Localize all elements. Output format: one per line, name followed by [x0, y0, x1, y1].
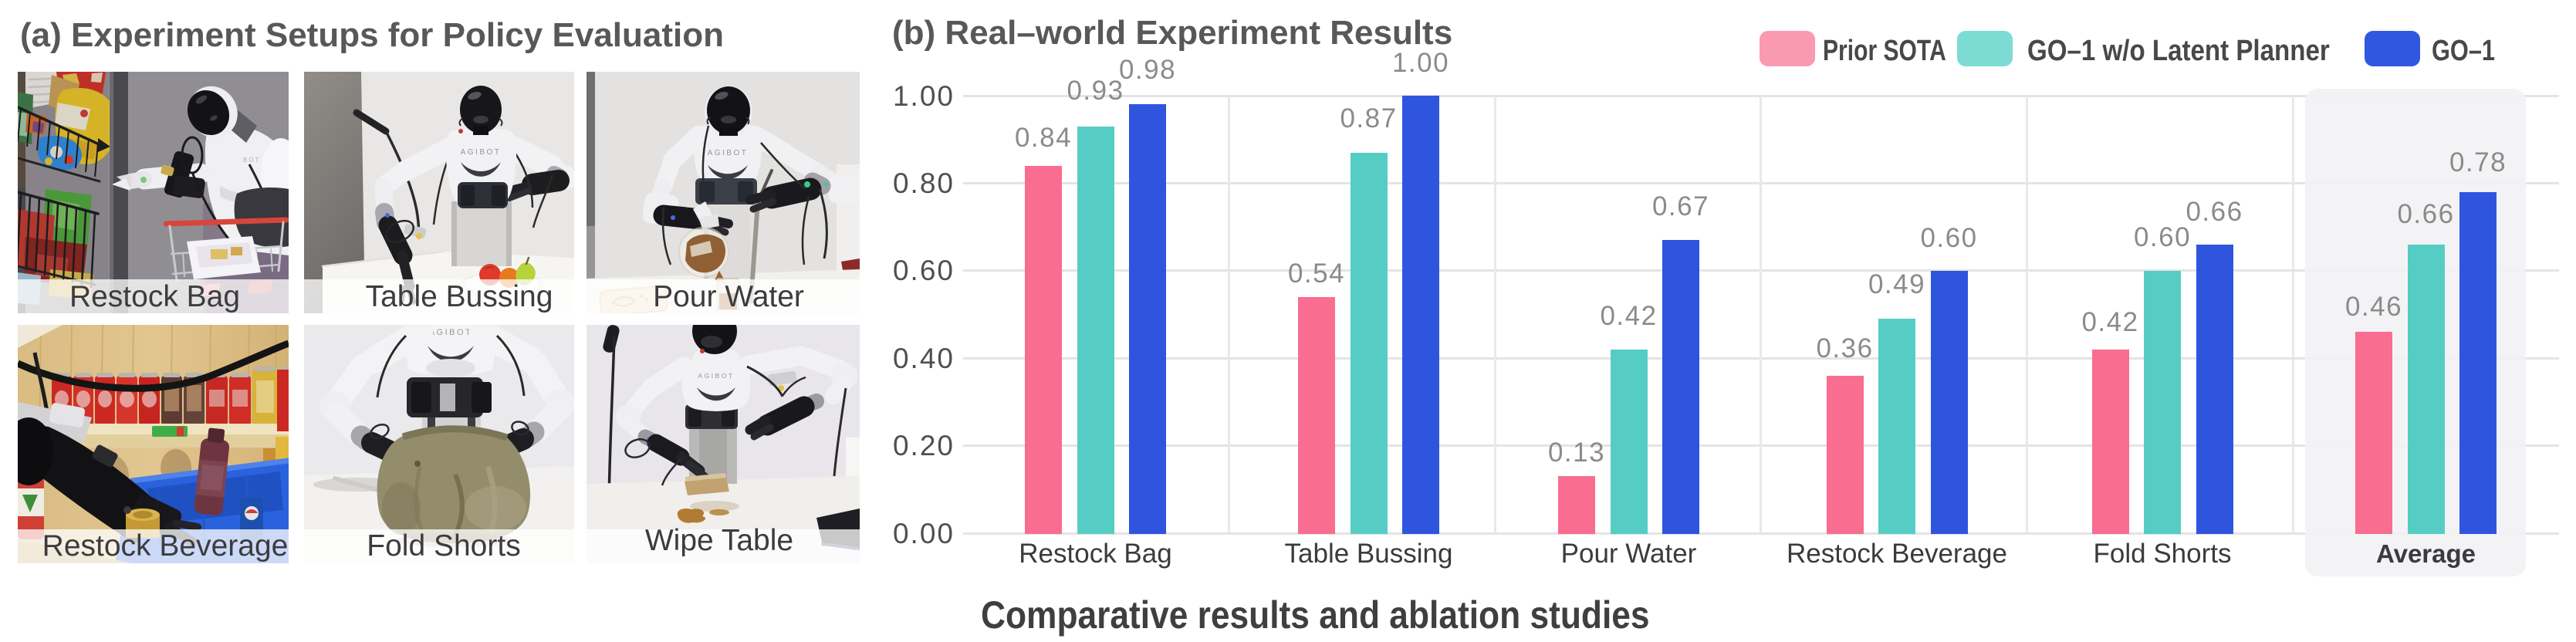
svg-text:AGIBOT: AGIBOT	[698, 372, 734, 380]
svg-text:AGIBOT: AGIBOT	[708, 149, 749, 157]
svg-text:BOT: BOT	[243, 157, 260, 164]
svg-text:AGIBOT: AGIBOT	[461, 148, 502, 157]
svg-text:AGIBOT: AGIBOT	[429, 328, 473, 337]
